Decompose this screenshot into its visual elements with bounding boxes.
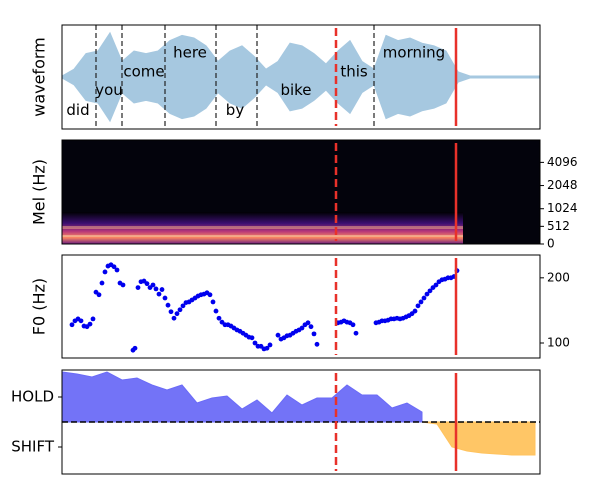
word-label: here: [173, 44, 207, 62]
f0-point: [350, 322, 356, 328]
spectrogram-harmonic: [62, 226, 463, 229]
f0-point: [111, 264, 117, 270]
word-label: morning: [383, 44, 445, 62]
f0-point: [96, 292, 102, 298]
f0-point: [415, 303, 421, 309]
f0-point: [308, 324, 314, 330]
f0-point: [249, 335, 255, 341]
spectrogram-harmonic: [62, 235, 463, 237]
y-axis-label: waveform: [30, 37, 49, 117]
f0-point: [275, 332, 281, 338]
y-tick-label: SHIFT: [11, 438, 55, 456]
f0-point: [264, 345, 270, 351]
y-tick-label: 200: [547, 270, 570, 284]
f0-point: [177, 307, 183, 313]
f0-point: [78, 318, 84, 324]
y-tick-label: 100: [547, 336, 570, 350]
panel-frame: [61, 139, 541, 245]
f0-point: [412, 308, 418, 314]
f0-point: [159, 287, 165, 292]
f0-point: [311, 331, 317, 337]
f0-point: [168, 309, 174, 315]
word-label: by: [226, 101, 245, 119]
spectrogram-image: [62, 140, 540, 244]
turn-area: [421, 421, 536, 456]
f0-point: [210, 299, 216, 305]
f0-point: [207, 292, 213, 298]
y-tick-label: 0: [547, 237, 555, 251]
f0-point: [165, 302, 171, 308]
f0-point: [153, 286, 159, 292]
y-tick-label: 512: [547, 219, 570, 233]
f0-point: [90, 316, 96, 322]
f0-point: [174, 311, 180, 317]
y-tick-label: 2048: [547, 178, 578, 192]
y-axis-label: F0 (Hz): [30, 278, 49, 335]
f0-point: [144, 281, 150, 287]
y-tick-label: 4096: [547, 155, 578, 169]
y-axis-label: Mel (Hz): [30, 159, 49, 225]
f0-point: [252, 340, 258, 346]
f0-point: [150, 282, 156, 288]
f0-point: [69, 322, 75, 328]
f0-point: [213, 308, 219, 314]
f0-point: [114, 267, 120, 273]
word-label: bike: [280, 81, 311, 99]
f0-point: [171, 315, 177, 321]
panel-frame: [61, 24, 541, 130]
f0-point: [216, 315, 222, 321]
f0-point: [132, 345, 138, 351]
panel-frame: [61, 369, 541, 475]
f0-point: [135, 285, 141, 290]
f0-point: [120, 282, 126, 288]
f0-point: [424, 291, 430, 297]
f0-point: [87, 321, 93, 327]
f0-point: [427, 288, 433, 294]
word-label: did: [66, 101, 89, 119]
panel-frame: [61, 254, 541, 359]
word-label: come: [123, 62, 164, 80]
f0-point: [299, 325, 305, 331]
f0-point: [99, 280, 105, 286]
f0-point: [102, 269, 108, 275]
f0-point: [353, 330, 359, 336]
f0-point: [180, 303, 186, 309]
f0-point: [305, 320, 311, 326]
f0-point: [162, 295, 168, 301]
f0-point: [421, 295, 427, 301]
word-label: this: [340, 62, 368, 80]
f0-point: [418, 299, 424, 305]
f0-point: [156, 291, 162, 297]
f0-point: [267, 342, 273, 348]
y-tick-label: 1024: [547, 201, 578, 215]
f0-point: [433, 282, 439, 288]
turn-area: [61, 371, 423, 423]
word-label: you: [95, 81, 123, 99]
y-tick-label: HOLD: [11, 388, 54, 406]
f0-point: [314, 341, 320, 347]
